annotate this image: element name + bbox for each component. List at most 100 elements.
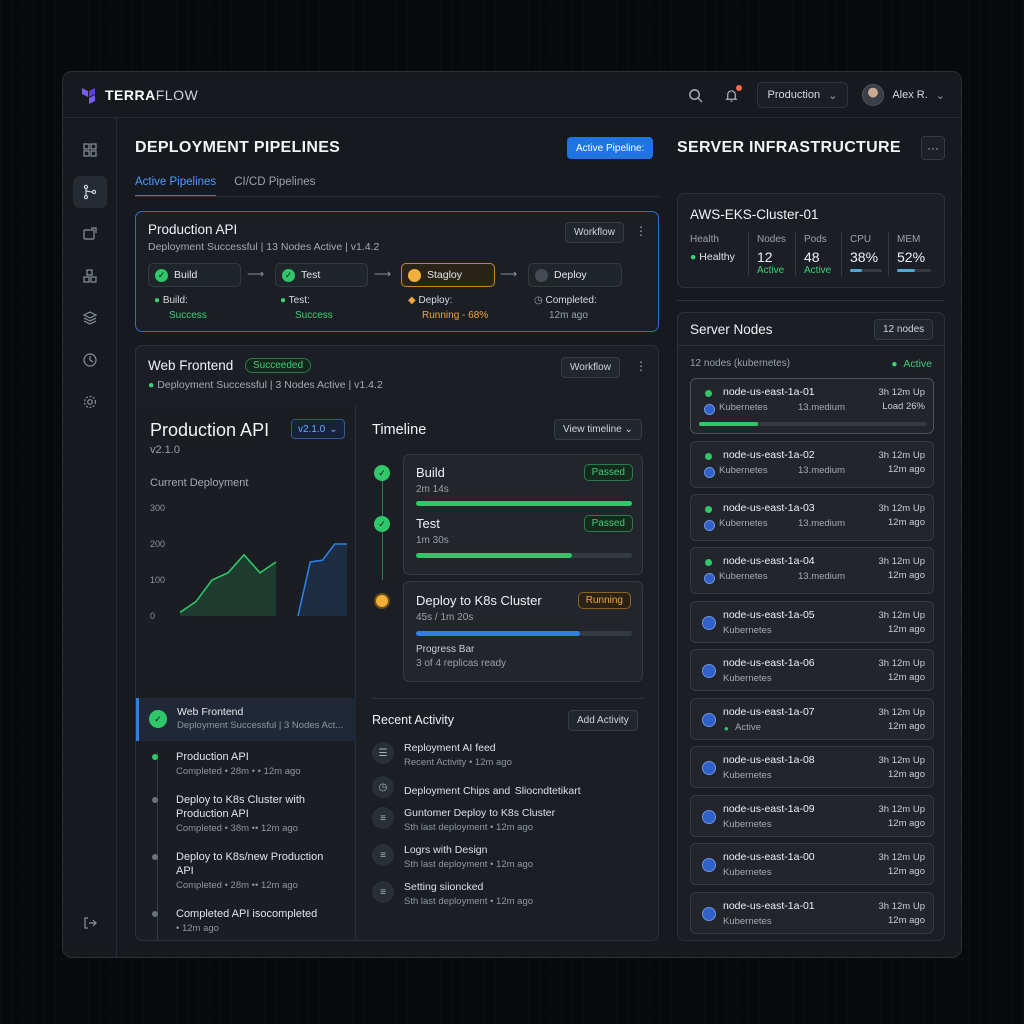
workflow-button[interactable]: Workflow bbox=[561, 357, 620, 378]
step-name: Build bbox=[416, 465, 445, 480]
history-selected-item[interactable]: ✓ Web Frontend Deployment Successful | 3… bbox=[136, 698, 356, 741]
layers-icon[interactable] bbox=[73, 302, 107, 334]
user-name: Alex R. bbox=[892, 89, 928, 101]
cluster-name: AWS-EKS-Cluster-01 bbox=[690, 207, 819, 222]
node-type: Kubernetes bbox=[719, 571, 768, 582]
stage-staging[interactable]: Stagloy bbox=[401, 263, 495, 287]
activity-item[interactable]: ◷ Deployment Chips and Sliocndtetikart bbox=[372, 776, 581, 799]
node-item[interactable]: node-us-east-1a-01 Kubernetes 3h 12m Up 12m… bbox=[690, 892, 934, 934]
production-api-pipeline-card[interactable]: Production API Deployment Successful | 1… bbox=[135, 211, 659, 332]
node-item[interactable]: node-us-east-1a-02 Kubernetes 13.medium 3h … bbox=[690, 441, 934, 488]
node-item[interactable]: node-us-east-1a-01 Kubernetes 13.medium 3h … bbox=[690, 378, 934, 434]
node-item[interactable]: node-us-east-1a-03 Kubernetes 13.medium 3h … bbox=[690, 494, 934, 541]
clock-icon[interactable] bbox=[73, 344, 107, 376]
metric-divider bbox=[888, 232, 889, 276]
kubernetes-icon bbox=[704, 520, 715, 531]
node-meta: 12m ago bbox=[888, 624, 925, 635]
stage-label: Deploy bbox=[554, 269, 587, 281]
kubernetes-icon bbox=[704, 467, 715, 478]
node-uptime: 3h 12m Up 12m ago bbox=[879, 657, 925, 685]
status-dot bbox=[705, 453, 712, 460]
kubernetes-icon bbox=[702, 664, 716, 678]
list-icon: ≡ bbox=[372, 807, 394, 829]
history-item[interactable]: Completed API isocompleted • 12m ago bbox=[152, 907, 376, 934]
node-item[interactable]: node-us-east-1a-05 Kubernetes 3h 12m Up 12m… bbox=[690, 601, 934, 643]
logout-icon[interactable] bbox=[73, 907, 107, 939]
y-tick-label: 300 bbox=[150, 503, 165, 513]
node-uptime: 3h 12m Up 12m ago bbox=[879, 900, 925, 928]
node-meta: 12m ago bbox=[888, 721, 925, 732]
node-uptime: 3h 12m Up 12m ago bbox=[879, 502, 925, 530]
current-deployment-label: Current Deployment bbox=[150, 477, 249, 489]
stage-deploy[interactable]: Deploy bbox=[528, 263, 622, 287]
pipelines-branch-icon[interactable] bbox=[72, 176, 107, 208]
tab-active-pipelines[interactable]: Active Pipelines bbox=[135, 176, 217, 197]
search-icon[interactable] bbox=[685, 84, 707, 106]
y-tick-label: 100 bbox=[150, 575, 165, 585]
timeline-test[interactable]: Test 1m 30s Passed bbox=[404, 507, 644, 563]
info-value: Success bbox=[169, 310, 207, 321]
node-size: 13.medium bbox=[798, 518, 845, 529]
notification-bell-icon[interactable] bbox=[721, 84, 743, 106]
node-uptime-text: 3h 12m Up bbox=[878, 610, 925, 621]
stage-build[interactable]: ✓ Build bbox=[148, 263, 241, 287]
deploy-icon[interactable] bbox=[73, 218, 107, 250]
kubernetes-icon bbox=[702, 761, 716, 775]
version-select[interactable]: v2.1.0 ⌄ bbox=[291, 419, 345, 439]
arrow-right-icon: ⟶ bbox=[374, 267, 392, 281]
node-type: Kubernetes bbox=[719, 465, 768, 476]
stage-test[interactable]: ✓ Test bbox=[275, 263, 368, 287]
node-item[interactable]: node-us-east-1a-08 Kubernetes 3h 12m Up 12m… bbox=[690, 746, 934, 788]
tab-divider bbox=[135, 196, 659, 197]
active-pipeline-button[interactable]: Active Pipeline: bbox=[567, 137, 654, 159]
nodes-status: ● Active bbox=[891, 358, 932, 370]
node-type: Kubernetes bbox=[719, 402, 768, 413]
node-uptime-text: 3h 12m Up bbox=[878, 387, 925, 398]
tab-cicd-pipelines[interactable]: CI/CD Pipelines bbox=[234, 176, 316, 188]
pipeline-subtitle-text: Deployment Successful | 3 Nodes Active |… bbox=[157, 379, 383, 391]
timeline-deploy-card[interactable]: Deploy to K8s Cluster 45s / 1m 20s Runni… bbox=[403, 581, 643, 682]
metric-value: 12 bbox=[757, 249, 773, 265]
containers-icon[interactable] bbox=[73, 260, 107, 292]
activity-item[interactable]: ≡ Logrs with Design Sth last deployment • … bbox=[372, 844, 533, 870]
workflow-button[interactable]: Workflow bbox=[565, 222, 624, 243]
node-uptime-text: 3h 12m Up bbox=[878, 852, 925, 863]
activity-item[interactable]: ≡ Setting siioncked Sth last deployment • … bbox=[372, 881, 533, 907]
node-item[interactable]: node-us-east-1a-04 Kubernetes 13.medium 3h … bbox=[690, 547, 934, 594]
metric-nodes: Nodes 12 Active bbox=[757, 234, 786, 276]
user-menu[interactable]: Alex R. ⌄ bbox=[862, 84, 945, 106]
deploy-info: ◆ Deploy: Running - 68% bbox=[408, 293, 488, 323]
node-item[interactable]: node-us-east-1a-07 ● Active 3h 12m Up 12m ag… bbox=[690, 698, 934, 740]
settings-gear-icon[interactable] bbox=[73, 386, 107, 418]
cluster-card[interactable]: AWS-EKS-Cluster-01 Health ● Healthy Nodes… bbox=[677, 193, 945, 288]
node-size: 13.medium bbox=[798, 402, 845, 413]
check-circle-icon: ✓ bbox=[374, 516, 390, 532]
view-timeline-button[interactable]: View timeline ⌄ bbox=[554, 419, 642, 440]
node-type: Kubernetes bbox=[723, 916, 772, 927]
environment-select[interactable]: Production ⌄ bbox=[756, 82, 849, 108]
node-item[interactable]: node-us-east-1a-00 Kubernetes 3h 12m Up 12m… bbox=[690, 843, 934, 885]
add-activity-button[interactable]: Add Activity bbox=[568, 710, 638, 731]
step-time: 1m 30s bbox=[416, 535, 449, 546]
activity-item[interactable]: ≡ Guntomer Deploy to K8s Cluster Sth last … bbox=[372, 807, 555, 833]
more-options-icon[interactable]: ⋮ bbox=[635, 224, 647, 238]
node-uptime-text: 3h 12m Up bbox=[878, 707, 925, 718]
history-item[interactable]: Deploy to K8s Cluster with Production AP… bbox=[152, 793, 326, 834]
node-item[interactable]: node-us-east-1a-09 Kubernetes 3h 12m Up 12m… bbox=[690, 795, 934, 837]
metric-label: Pods bbox=[804, 234, 827, 245]
more-options-icon[interactable]: ··· bbox=[921, 136, 945, 160]
test-info: ● Test: Success bbox=[280, 293, 333, 323]
node-item[interactable]: node-us-east-1a-06 Kubernetes 3h 12m Up 12m… bbox=[690, 649, 934, 691]
history-item[interactable]: Production API Completed • 28m • • 12m ag… bbox=[152, 750, 376, 777]
activity-item[interactable]: ☰ Reployment AI feed Recent Activity • 12m… bbox=[372, 742, 512, 768]
metric-divider bbox=[795, 232, 796, 276]
history-dot bbox=[152, 854, 158, 860]
dashboard-grid-icon[interactable] bbox=[73, 134, 107, 166]
history-item[interactable]: Deploy to K8s/new Production API Complete… bbox=[152, 850, 341, 891]
deployment-chart: 300 200 100 0 bbox=[150, 503, 347, 621]
timeline-build[interactable]: Build 2m 14s Passed bbox=[404, 455, 644, 511]
node-name: node-us-east-1a-00 bbox=[723, 851, 815, 863]
node-name: node-us-east-1a-08 bbox=[723, 754, 815, 766]
activity-title: Setting siioncked bbox=[404, 881, 484, 893]
more-options-icon[interactable]: ⋮ bbox=[635, 359, 647, 373]
